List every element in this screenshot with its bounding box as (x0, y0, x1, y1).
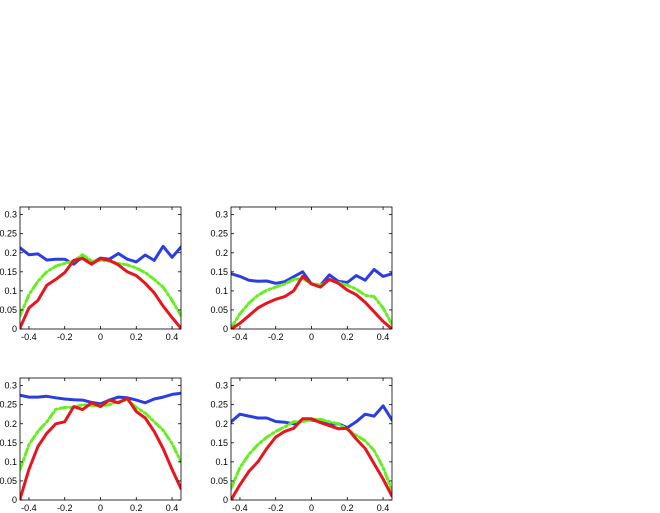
y-tick-label: 0 (12, 324, 17, 334)
series-line-3 (231, 274, 392, 329)
y-tick-label: 0.3 (215, 381, 228, 391)
y-tick-label: 0.25 (0, 400, 17, 410)
x-tick-label: -0.4 (21, 332, 37, 342)
y-tick-label: 0 (12, 495, 17, 505)
series-line-3 (20, 257, 181, 329)
y-tick-label: 0.05 (210, 476, 228, 486)
x-tick-label: 0 (309, 332, 314, 342)
series-line-3 (231, 417, 392, 500)
y-tick-label: 0.3 (4, 210, 17, 220)
x-tick-label: 0 (98, 503, 103, 513)
x-tick-label: 0.2 (130, 503, 143, 513)
chart-panel-1: 0 0.05 0.1 0.15 0.2 0.25 0.3 -0.4 -0.2 0 0.2 0.4 (0, 206, 182, 342)
axes-frame (19, 206, 182, 330)
y-tick-label: 0 (223, 324, 228, 334)
y-tick-label: 0.25 (0, 229, 17, 239)
y-tick-label: 0.1 (4, 457, 17, 467)
series-line-2 (20, 253, 181, 318)
series-line-1 (20, 391, 181, 406)
x-tick-label: 0 (309, 503, 314, 513)
x-tick-label: -0.2 (268, 503, 284, 513)
y-tick-label: 0.1 (4, 286, 17, 296)
chart-panel-4: 0 0.05 0.1 0.15 0.2 0.25 0.3 -0.4 -0.2 0 0.2 0.4 (210, 377, 393, 513)
y-tick-label: 0.15 (0, 438, 17, 448)
x-tick-label: 0.4 (166, 332, 179, 342)
x-tick-label: -0.4 (232, 503, 248, 513)
x-tick-label: -0.2 (57, 503, 73, 513)
y-tick-label: 0 (223, 495, 228, 505)
x-tick-label: -0.2 (57, 332, 73, 342)
y-tick-label: 0.15 (0, 267, 17, 277)
y-tick-label: 0.1 (215, 457, 228, 467)
y-tick-label: 0.2 (4, 419, 17, 429)
chart-panel-2: 0 0.05 0.1 0.15 0.2 0.25 0.3 -0.4 -0.2 0 0.2 0.4 (210, 206, 393, 342)
y-tick-label: 0.2 (215, 248, 228, 258)
series-line-3 (20, 396, 181, 500)
y-tick-label: 0.3 (4, 381, 17, 391)
y-tick-label: 0.05 (0, 305, 17, 315)
x-tick-label: 0.2 (130, 332, 143, 342)
x-tick-label: -0.2 (268, 332, 284, 342)
chart-panel-3: 0 0.05 0.1 0.15 0.2 0.25 0.3 -0.4 -0.2 0 0.2 0.4 (0, 377, 182, 513)
x-tick-label: 0.4 (377, 332, 390, 342)
y-tick-label: 0.05 (210, 305, 228, 315)
y-tick-label: 0.15 (210, 267, 228, 277)
y-tick-label: 0.3 (215, 210, 228, 220)
x-tick-label: 0.4 (166, 503, 179, 513)
y-tick-label: 0.2 (215, 419, 228, 429)
y-tick-label: 0.25 (210, 400, 228, 410)
y-tick-label: 0.25 (210, 229, 228, 239)
series-line-1 (231, 404, 392, 430)
x-tick-label: 0.2 (341, 332, 354, 342)
x-tick-label: 0.4 (377, 503, 390, 513)
x-tick-label: 0 (98, 332, 103, 342)
x-tick-label: -0.4 (232, 332, 248, 342)
axes-frame (230, 377, 393, 501)
y-tick-label: 0.15 (210, 438, 228, 448)
y-tick-label: 0.2 (4, 248, 17, 258)
x-tick-label: 0.2 (341, 503, 354, 513)
y-tick-label: 0.1 (215, 286, 228, 296)
x-tick-label: -0.4 (21, 503, 37, 513)
y-tick-label: 0.05 (0, 476, 17, 486)
